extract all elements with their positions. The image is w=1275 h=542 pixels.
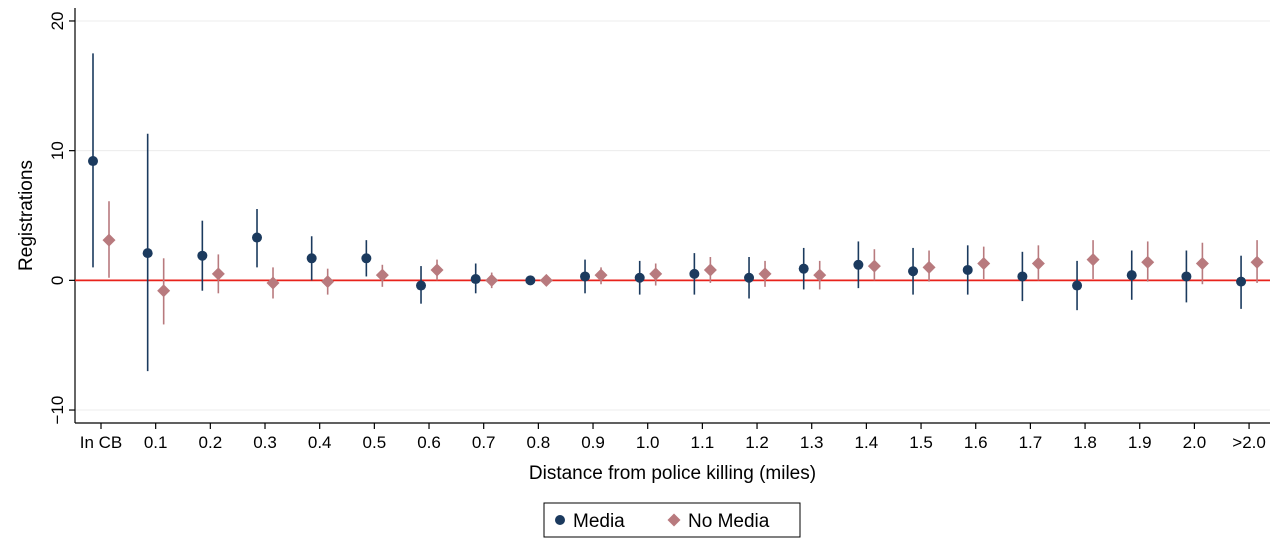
data-point-diamond	[1250, 255, 1264, 269]
data-point-circle	[361, 253, 372, 264]
y-axis-title: Registrations	[16, 160, 37, 271]
x-tick-label: 0.7	[472, 433, 496, 452]
y-tick-label: 10	[48, 141, 67, 160]
legend-media-label: Media	[573, 511, 625, 532]
data-point-circle	[470, 274, 481, 285]
data-point-diamond	[1141, 255, 1155, 269]
x-tick-label: 1.2	[745, 433, 769, 452]
data-marks	[75, 53, 1270, 372]
legend-no-media-marker	[667, 513, 681, 527]
data-point-diamond	[1031, 256, 1045, 270]
data-point-circle	[252, 232, 263, 243]
y-tick-label: −10	[48, 396, 67, 425]
data-point-diamond	[922, 260, 936, 274]
data-point-diamond	[649, 267, 663, 281]
data-point-circle	[88, 156, 98, 167]
data-point-circle	[908, 266, 919, 277]
data-point-circle	[306, 253, 317, 264]
data-point-circle	[689, 268, 700, 279]
data-point-diamond	[157, 284, 171, 298]
data-point-circle	[853, 259, 864, 270]
series-no-media	[102, 201, 1264, 325]
x-tick-label: 0.8	[527, 433, 551, 452]
data-point-diamond	[1086, 253, 1100, 267]
x-tick-label: 0.5	[363, 433, 387, 452]
data-point-diamond	[430, 263, 444, 277]
data-point-circle	[525, 275, 536, 286]
series-media	[88, 53, 1247, 372]
x-tick-label: 1.4	[855, 433, 879, 452]
data-point-circle	[580, 271, 591, 282]
x-tick-label: 1.9	[1128, 433, 1152, 452]
x-tick-label: In CB	[80, 433, 123, 452]
data-point-circle	[744, 272, 755, 283]
data-point-diamond	[977, 256, 991, 270]
x-tick-label: 0.1	[144, 433, 168, 452]
data-point-circle	[1017, 271, 1028, 282]
data-point-diamond	[758, 267, 772, 281]
x-tick-label: 1.5	[909, 433, 933, 452]
data-point-diamond	[594, 268, 608, 282]
data-point-diamond	[1195, 256, 1209, 270]
x-tick-label: 0.2	[199, 433, 223, 452]
x-tick-label: 1.8	[1073, 433, 1097, 452]
x-tick-label: 1.0	[636, 433, 660, 452]
legend-no-media-label: No Media	[688, 511, 770, 532]
data-point-diamond	[321, 275, 335, 289]
data-point-diamond	[211, 267, 225, 281]
data-point-circle	[142, 248, 153, 259]
data-point-circle	[962, 264, 973, 275]
x-tick-label: 0.9	[581, 433, 605, 452]
x-tick-label: 2.0	[1183, 433, 1207, 452]
x-tick-label: 1.3	[800, 433, 824, 452]
data-point-diamond	[102, 233, 116, 247]
x-axis-title: Distance from police killing (miles)	[529, 463, 816, 484]
data-point-diamond	[813, 268, 827, 282]
data-point-diamond	[867, 259, 881, 273]
x-tick-label: 1.7	[1019, 433, 1043, 452]
data-point-circle	[1126, 270, 1137, 281]
data-point-circle	[798, 263, 809, 274]
data-point-diamond	[266, 276, 280, 290]
data-point-circle	[197, 250, 208, 261]
x-tick-label: 1.6	[964, 433, 988, 452]
x-tick-label: 0.4	[308, 433, 332, 452]
data-point-circle	[416, 280, 427, 291]
x-tick-label: 0.3	[253, 433, 277, 452]
gridlines	[75, 20, 1270, 411]
data-point-circle	[1181, 271, 1192, 282]
data-point-diamond	[485, 273, 499, 287]
x-tick-label: 1.1	[691, 433, 715, 452]
legend-media-marker	[555, 515, 565, 525]
legend: Media No Media	[543, 502, 801, 538]
data-point-circle	[1236, 276, 1247, 287]
axes: −10 0 10 20 In CB 0.1 0.2 0.3 0.4 0.5 0.6 0.7 0.8 0.9…	[48, 8, 1270, 452]
data-point-diamond	[539, 273, 553, 287]
data-point-circle	[1072, 280, 1083, 291]
data-point-circle	[634, 272, 645, 283]
x-tick-label: 0.6	[417, 433, 441, 452]
x-tick-label: >2.0	[1232, 433, 1266, 452]
y-tick-label: 0	[48, 276, 67, 285]
y-tick-label: 20	[48, 12, 67, 31]
data-point-diamond	[703, 263, 717, 277]
data-point-diamond	[375, 268, 389, 282]
